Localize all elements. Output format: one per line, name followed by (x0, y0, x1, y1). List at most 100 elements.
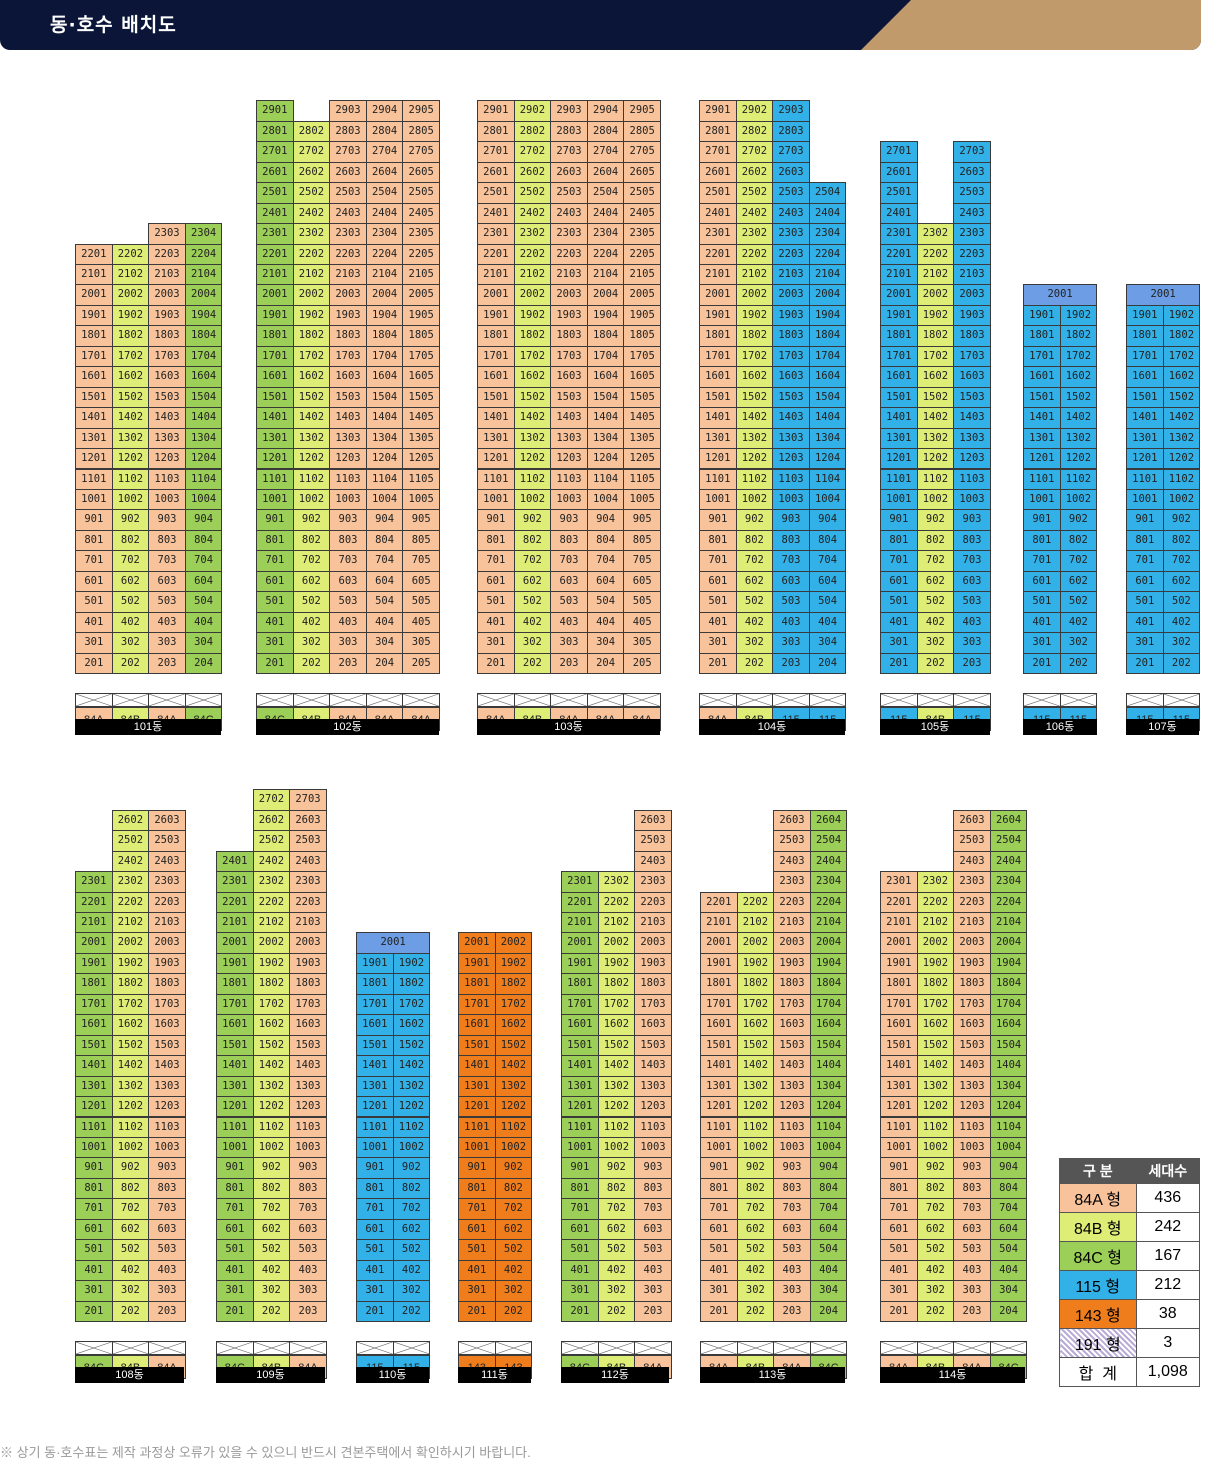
unit-cell: 1502 (916, 1034, 955, 1057)
unit-cell: 203 (329, 652, 367, 674)
legend-row: 84B 형 242 (1059, 1212, 1201, 1242)
unit-cell: 2004 (184, 284, 223, 306)
unit-cell: 1002 (392, 1136, 431, 1159)
unit-cell: 2003 (772, 284, 810, 306)
unit-cell: 1701 (1023, 345, 1061, 368)
unit-cell: 1804 (586, 325, 625, 347)
unit-cell: 802 (916, 529, 955, 552)
unit-cell: 1302 (735, 427, 774, 450)
unit-cell: 2001 (477, 284, 515, 306)
unit-cell: 1002 (736, 1136, 775, 1159)
unit-cell: 1903 (148, 952, 186, 975)
unit-cell: 304 (365, 632, 404, 654)
unit-cell: 1102 (736, 1116, 775, 1138)
unit-cell: 1802 (916, 325, 955, 347)
unit-cell: 202 (392, 1300, 431, 1322)
unit-cell: 501 (880, 1239, 918, 1261)
unit-cell: 302 (1162, 632, 1201, 654)
unit-cell: 1703 (634, 993, 672, 1016)
unit-cell: 1203 (148, 448, 186, 470)
unit-cell: 602 (292, 570, 331, 593)
unit-cell: 903 (953, 509, 991, 531)
unit-cell: 2104 (365, 264, 404, 286)
unit-cell: 401 (356, 1259, 394, 1282)
unit-cell: 1103 (329, 468, 367, 490)
unit-cell: 501 (561, 1239, 599, 1261)
unit-cell: 1903 (772, 304, 810, 327)
unit-cell: 2303 (148, 871, 186, 893)
unit-cell: 901 (256, 509, 294, 531)
unit-cell: 2005 (402, 284, 440, 306)
unit-cell: 902 (111, 1157, 150, 1179)
unit-cell: 205 (402, 652, 440, 674)
unit-cell: 501 (356, 1239, 394, 1261)
unit-cell: 1603 (953, 366, 991, 388)
unit-cell: 2303 (772, 223, 810, 245)
pilotis-cell (148, 1341, 186, 1356)
unit-cell: 402 (292, 611, 331, 634)
unit-cell: 2403 (550, 202, 588, 225)
unit-cell: 2102 (513, 264, 552, 286)
unit-cell: 1505 (402, 386, 440, 409)
unit-cell: 401 (75, 1259, 113, 1282)
unit-cell: 704 (808, 550, 847, 572)
unit-cell: 1505 (623, 386, 661, 409)
unit-cell: 1101 (880, 468, 918, 490)
unit-cell: 804 (184, 529, 223, 552)
unit-cell: 1003 (953, 1136, 991, 1159)
unit-cell: 1201 (700, 1096, 738, 1118)
unit-cell: 1302 (292, 427, 331, 450)
unit-cell: 1202 (916, 1096, 955, 1118)
unit-cell: 1702 (111, 345, 150, 368)
unit-cell: 1804 (989, 973, 1028, 995)
unit-cell: 1802 (252, 973, 291, 995)
unit-cell: 2601 (880, 161, 918, 184)
unit-cell: 1401 (256, 407, 294, 429)
unit-cell: 801 (1023, 529, 1061, 552)
unit-cell: 1501 (700, 1034, 738, 1057)
unit-cell: 1204 (809, 1096, 848, 1118)
unit-cell: 2403 (289, 850, 327, 873)
unit-cell: 2003 (289, 932, 327, 954)
unit-cell: 502 (252, 1239, 291, 1261)
unit-cell: 2802 (513, 120, 552, 143)
unit-cell: 303 (953, 1280, 991, 1302)
unit-cell: 702 (252, 1198, 291, 1220)
unit-cell: 2504 (586, 182, 625, 204)
page-header: 동·호수 배치도 (0, 0, 1201, 50)
unit-cell: 2701 (699, 141, 737, 163)
unit-cell: 2003 (634, 932, 672, 954)
unit-cell: 401 (477, 611, 515, 634)
pilotis-cell (111, 1341, 150, 1356)
unit-cell: 1003 (953, 488, 991, 511)
unit-cell: 502 (111, 1239, 150, 1261)
unit-cell: 1204 (808, 448, 847, 470)
unit-cell: 1201 (561, 1096, 599, 1118)
unit-cell: 1103 (953, 1116, 991, 1138)
unit-cell: 1202 (494, 1096, 533, 1118)
unit-cell: 2405 (402, 202, 440, 225)
pilotis-cell (550, 693, 588, 708)
unit-cell: 1005 (623, 488, 661, 511)
unit-cell: 702 (916, 1198, 955, 1220)
unit-cell: 2704 (365, 141, 404, 163)
unit-cell: 2503 (953, 830, 991, 852)
unit-cell: 1501 (1023, 386, 1061, 409)
unit-cell: 503 (773, 1239, 811, 1261)
unit-cell: 401 (880, 611, 918, 634)
unit-cell: 1001 (458, 1136, 496, 1159)
unit-cell: 1602 (597, 1014, 636, 1036)
unit-cell: 2703 (289, 789, 327, 811)
unit-cell: 2103 (953, 264, 991, 286)
unit-cell: 1702 (513, 345, 552, 368)
unit-cell: 804 (989, 1177, 1028, 1200)
unit-cell: 1605 (623, 366, 661, 388)
unit-cell: 2602 (735, 161, 774, 184)
unit-cell: 1603 (148, 366, 186, 388)
unit-cell: 405 (623, 611, 661, 634)
unit-cell: 1801 (700, 973, 738, 995)
unit-cell: 901 (75, 1157, 113, 1179)
unit-cell: 1401 (356, 1055, 394, 1077)
building-label: 107동 (1126, 719, 1199, 735)
unit-cell: 1604 (365, 366, 404, 388)
